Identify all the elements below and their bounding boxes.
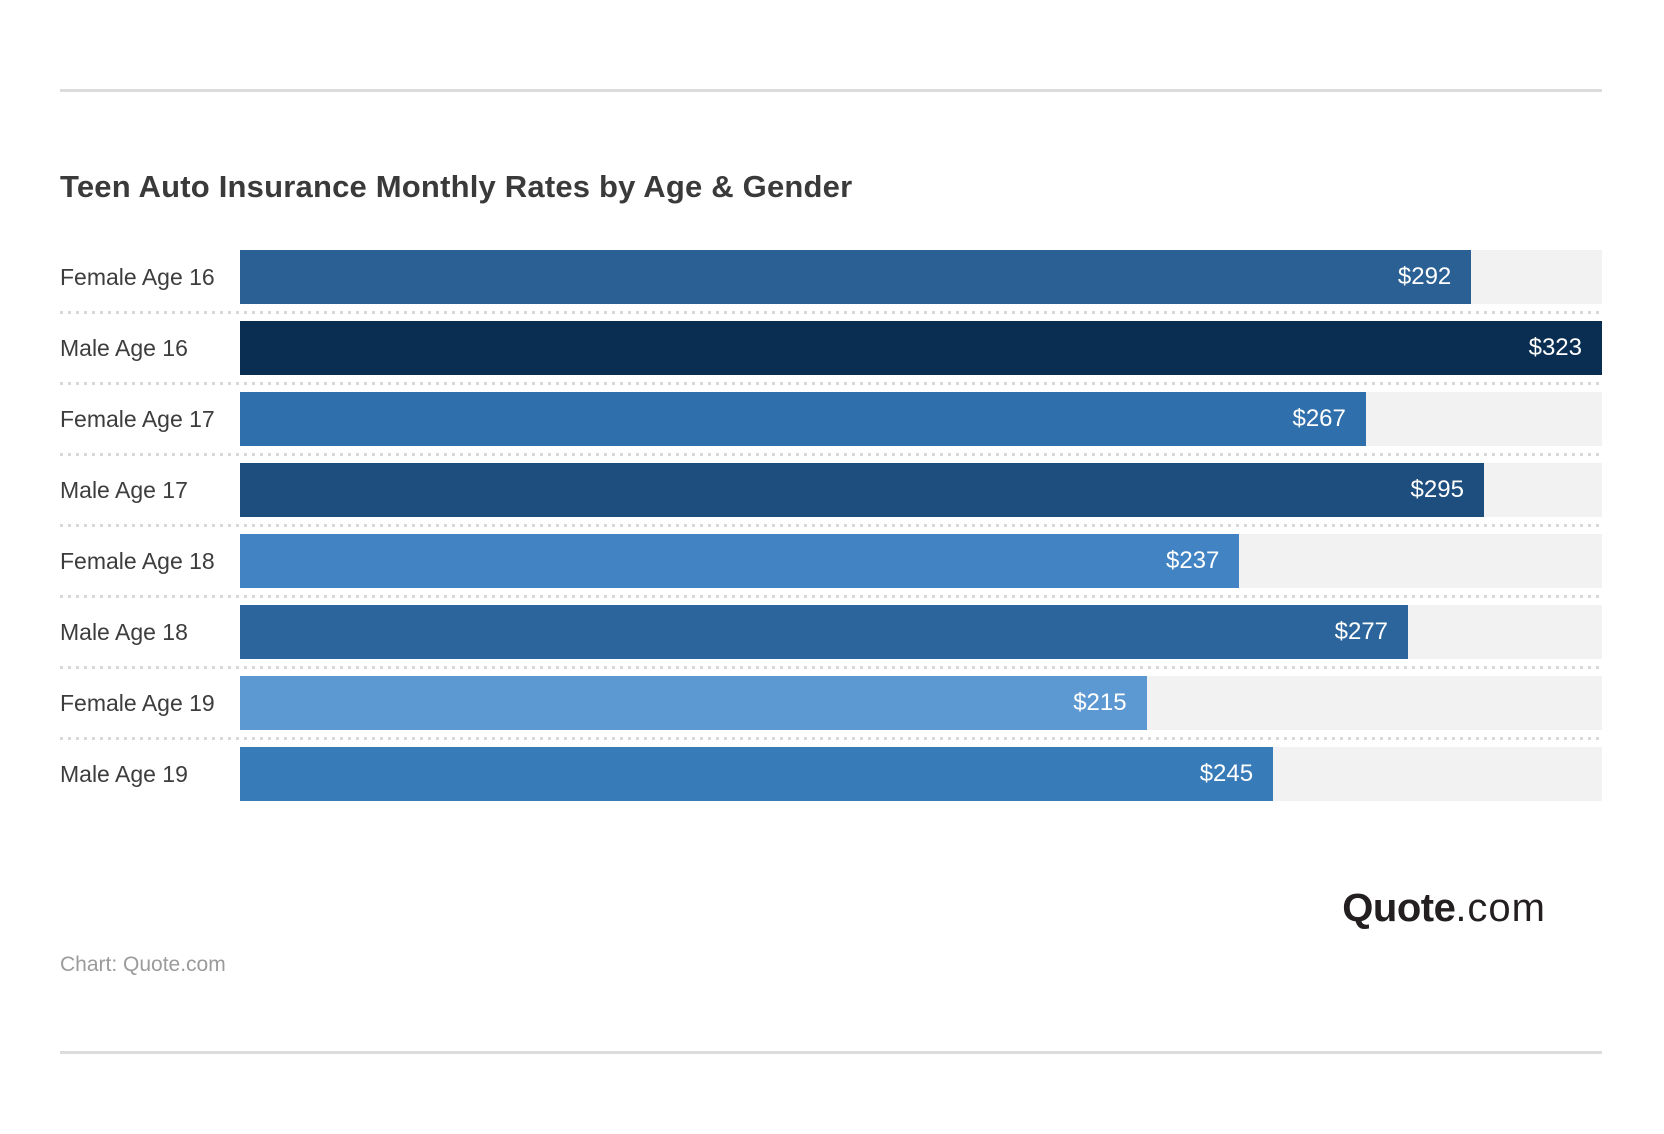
logo-text-regular: .com [1455, 886, 1546, 930]
bar: $323 [240, 321, 1602, 375]
chart-row: Male Age 18 $277 [60, 605, 1602, 659]
value-label: $323 [1528, 334, 1582, 361]
value-label: $237 [1165, 547, 1220, 574]
dotted-separator [60, 595, 1602, 598]
chart-row: Female Age 16 $292 [60, 250, 1602, 304]
dotted-separator [60, 524, 1602, 527]
bar: $245 [240, 747, 1274, 801]
bar: $295 [240, 463, 1484, 517]
chart-title: Teen Auto Insurance Monthly Rates by Age… [60, 168, 853, 204]
category-label: Male Age 17 [60, 476, 188, 503]
bar-track: $237 [240, 534, 1602, 588]
category-label: Female Age 18 [60, 547, 215, 574]
value-label: $267 [1292, 405, 1346, 432]
chart-row: Female Age 17 $267 [60, 392, 1602, 446]
dotted-separator [60, 666, 1602, 669]
bar-track: $215 [240, 676, 1602, 730]
category-label: Male Age 19 [60, 760, 188, 787]
top-divider [60, 89, 1602, 92]
value-label: $295 [1410, 476, 1464, 503]
bar-chart: Female Age 16 $292 Male Age 16 $323 Fema… [60, 250, 1602, 801]
value-label: $215 [1073, 689, 1127, 716]
value-label: $245 [1199, 760, 1254, 787]
source-note: Chart: Quote.com [60, 953, 226, 976]
dotted-separator [60, 737, 1602, 740]
dotted-separator [60, 382, 1602, 385]
bar: $267 [240, 392, 1366, 446]
bar-track: $292 [240, 250, 1602, 304]
category-label: Female Age 16 [60, 263, 215, 290]
category-label: Female Age 17 [60, 405, 215, 432]
quote-com-logo: Quote.com [1342, 886, 1546, 931]
dotted-separator [60, 311, 1602, 314]
logo-text-bold: Quote [1342, 886, 1456, 930]
chart-row: Female Age 18 $237 [60, 534, 1602, 588]
category-label: Male Age 18 [60, 618, 188, 645]
bar: $277 [240, 605, 1409, 659]
chart-row: Male Age 16 $323 [60, 321, 1602, 375]
bar-track: $245 [240, 747, 1602, 801]
bar: $237 [240, 534, 1240, 588]
category-label: Male Age 16 [60, 334, 188, 361]
bar-track: $323 [240, 321, 1602, 375]
bar: $292 [240, 250, 1472, 304]
value-label: $292 [1397, 263, 1452, 290]
bar-track: $295 [240, 463, 1602, 517]
bottom-divider [60, 1051, 1602, 1054]
chart-row: Male Age 19 $245 [60, 747, 1602, 801]
value-label: $277 [1334, 618, 1389, 645]
dotted-separator [60, 453, 1602, 456]
bar-track: $267 [240, 392, 1602, 446]
bar-track: $277 [240, 605, 1602, 659]
bar: $215 [240, 676, 1147, 730]
chart-row: Male Age 17 $295 [60, 463, 1602, 517]
chart-row: Female Age 19 $215 [60, 676, 1602, 730]
category-label: Female Age 19 [60, 689, 215, 716]
